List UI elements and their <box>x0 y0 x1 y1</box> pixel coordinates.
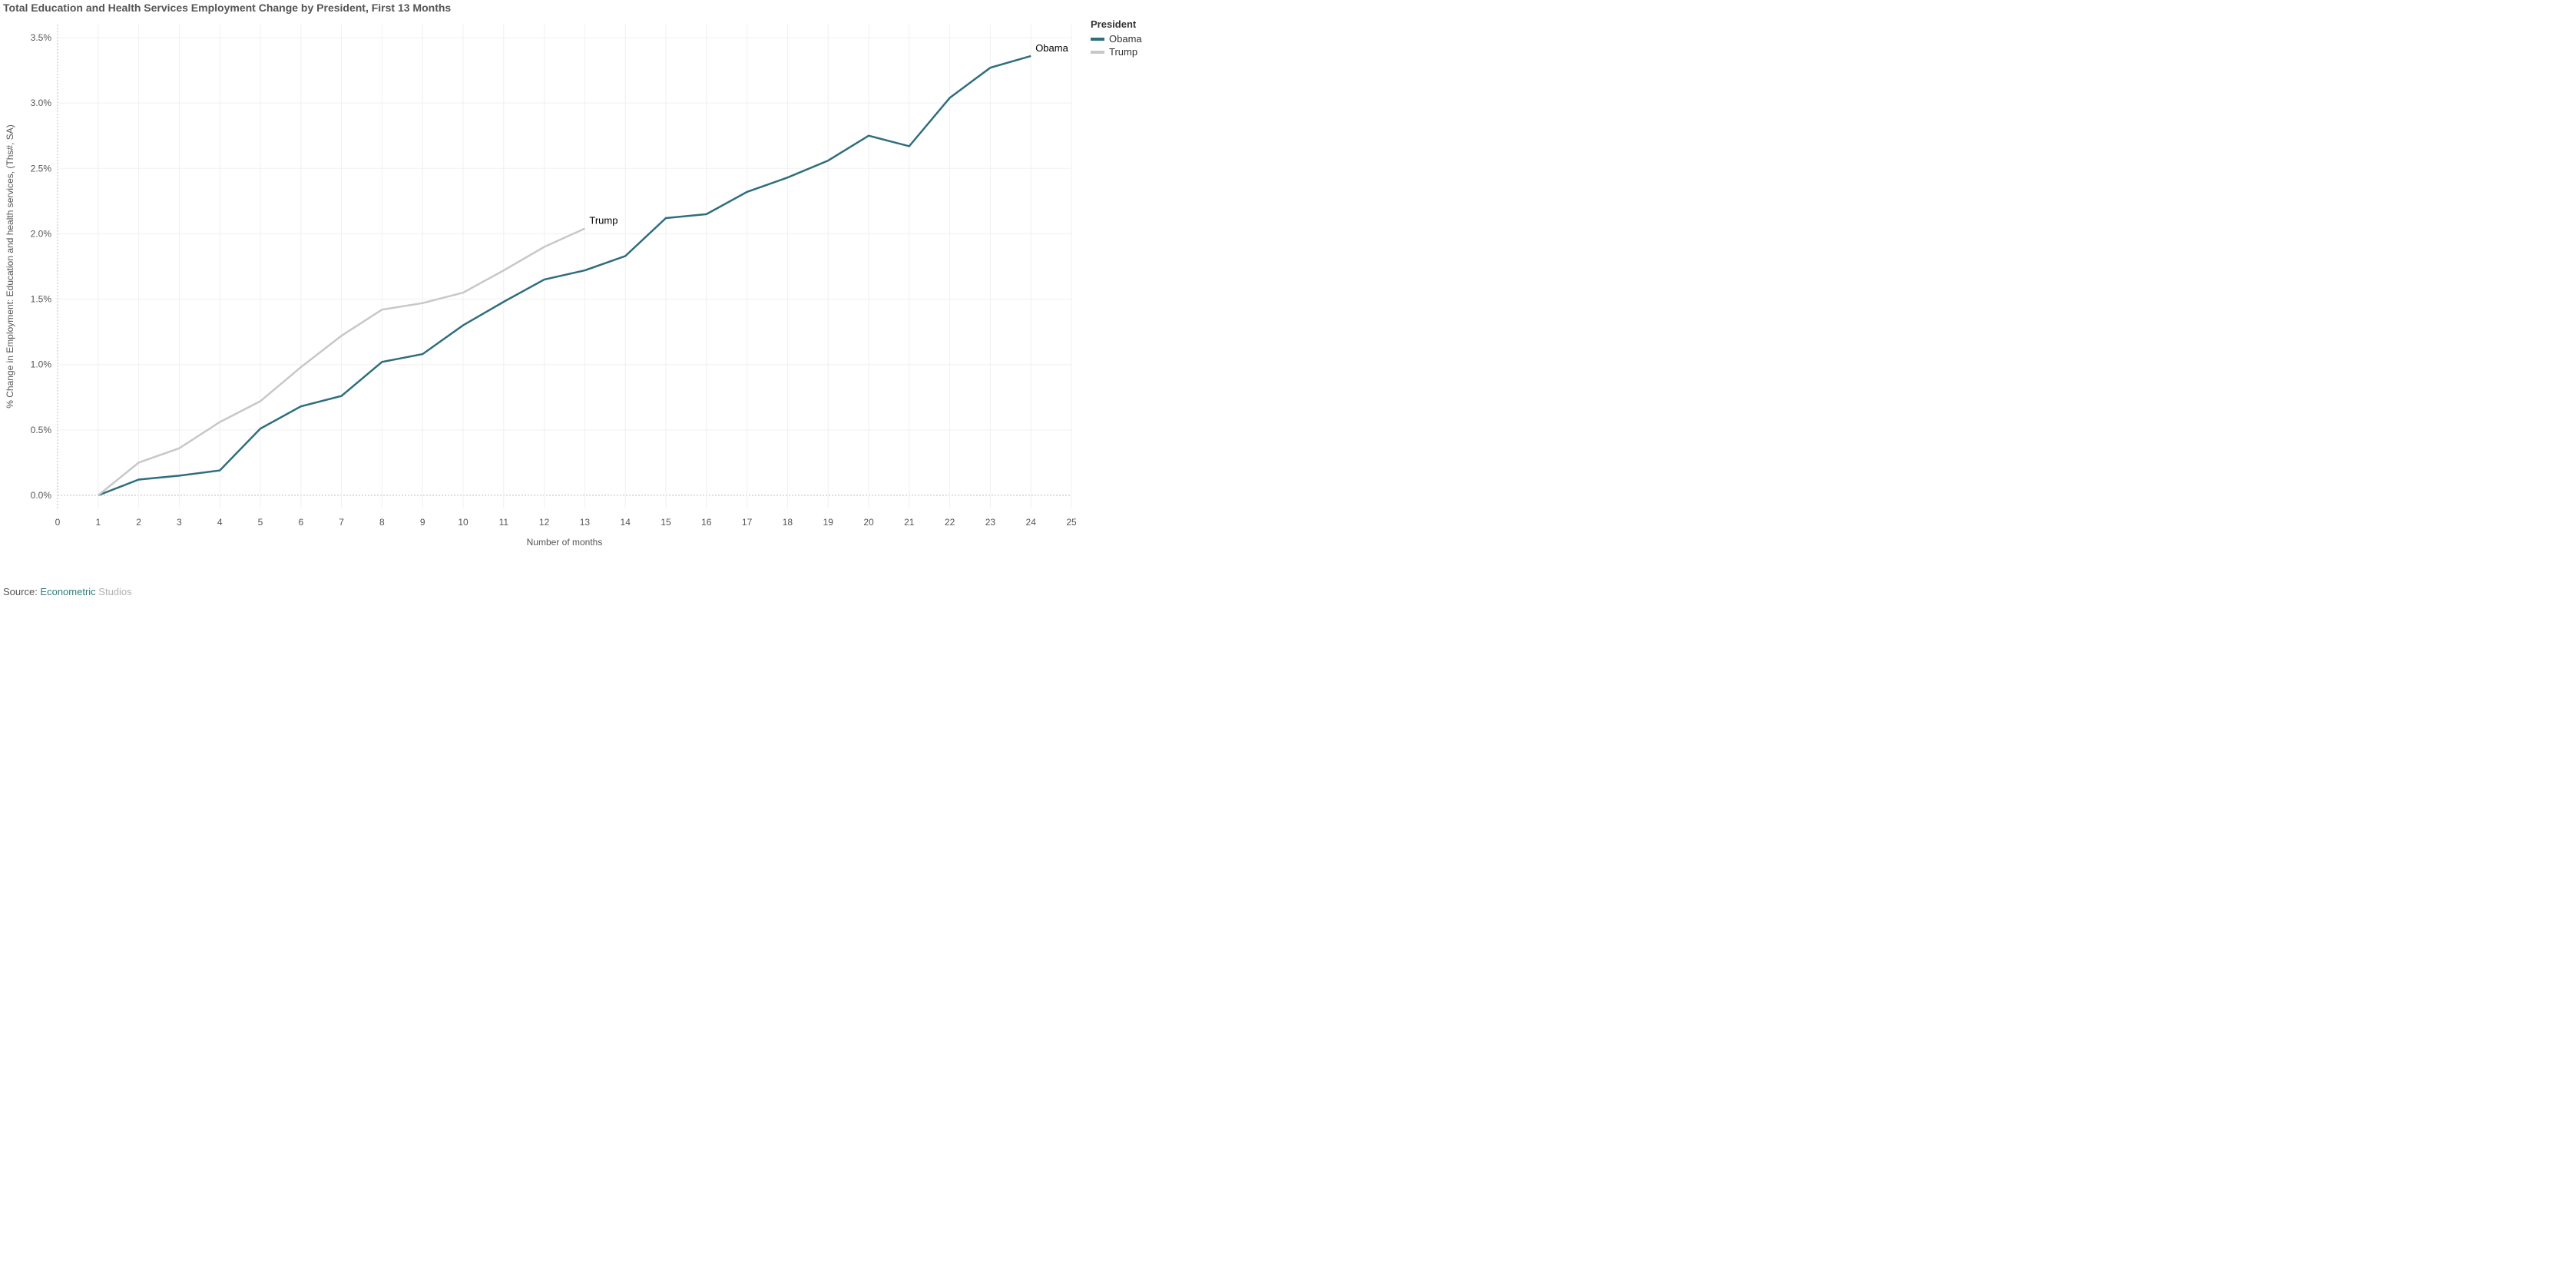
svg-text:11: 11 <box>499 517 509 528</box>
svg-text:14: 14 <box>621 517 631 528</box>
legend-item-trump: Trump <box>1091 46 1142 58</box>
svg-text:3: 3 <box>177 517 182 528</box>
svg-text:8: 8 <box>379 517 385 528</box>
svg-text:21: 21 <box>904 517 915 528</box>
svg-text:19: 19 <box>823 517 834 528</box>
svg-text:2.5%: 2.5% <box>31 163 52 174</box>
svg-text:6: 6 <box>298 517 303 528</box>
svg-text:Trump: Trump <box>589 215 618 227</box>
source-prefix: Source: <box>3 586 40 597</box>
svg-text:12: 12 <box>539 517 550 528</box>
svg-text:25: 25 <box>1066 517 1077 528</box>
svg-text:4: 4 <box>217 517 223 528</box>
chart-svg: 0.0%0.5%1.0%1.5%2.0%2.5%3.0%3.5%01234567… <box>50 17 1079 554</box>
svg-text:20: 20 <box>863 517 874 528</box>
legend-title: President <box>1091 18 1142 30</box>
svg-text:7: 7 <box>339 517 344 528</box>
svg-text:9: 9 <box>420 517 425 528</box>
source-attribution: Source: Econometric Studios <box>3 586 132 597</box>
svg-text:0: 0 <box>55 517 61 528</box>
svg-text:16: 16 <box>701 517 712 528</box>
svg-text:Number of months: Number of months <box>527 537 603 548</box>
svg-text:15: 15 <box>661 517 671 528</box>
svg-text:% Change in Employment: Educat: % Change in Employment: Education and he… <box>5 124 15 409</box>
chart-container: Total Education and Health Services Empl… <box>0 0 1200 599</box>
svg-text:0.5%: 0.5% <box>31 425 52 435</box>
svg-text:1.5%: 1.5% <box>31 294 52 305</box>
source-muted: Studios <box>96 586 132 597</box>
svg-text:1.0%: 1.0% <box>31 359 52 370</box>
svg-text:22: 22 <box>945 517 955 528</box>
legend-item-obama: Obama <box>1091 33 1142 45</box>
chart-title: Total Education and Health Services Empl… <box>3 2 451 14</box>
svg-text:2: 2 <box>136 517 141 528</box>
svg-text:13: 13 <box>580 517 591 528</box>
source-link[interactable]: Econometric <box>40 586 95 597</box>
svg-text:2.0%: 2.0% <box>31 228 52 239</box>
legend: President Obama Trump <box>1091 18 1142 59</box>
svg-text:Obama: Obama <box>1035 42 1068 54</box>
svg-text:3.0%: 3.0% <box>31 98 52 108</box>
legend-label-trump: Trump <box>1109 46 1137 58</box>
svg-text:10: 10 <box>458 517 469 528</box>
svg-text:18: 18 <box>783 517 793 528</box>
legend-swatch-trump <box>1091 51 1104 54</box>
svg-text:17: 17 <box>742 517 753 528</box>
svg-text:23: 23 <box>985 517 996 528</box>
svg-text:5: 5 <box>258 517 263 528</box>
svg-text:24: 24 <box>1026 517 1037 528</box>
legend-label-obama: Obama <box>1109 33 1142 45</box>
svg-text:1: 1 <box>95 517 101 528</box>
plot-area: 0.0%0.5%1.0%1.5%2.0%2.5%3.0%3.5%01234567… <box>50 17 1079 554</box>
svg-text:0.0%: 0.0% <box>31 490 52 501</box>
legend-swatch-obama <box>1091 38 1104 41</box>
svg-text:3.5%: 3.5% <box>31 32 52 43</box>
